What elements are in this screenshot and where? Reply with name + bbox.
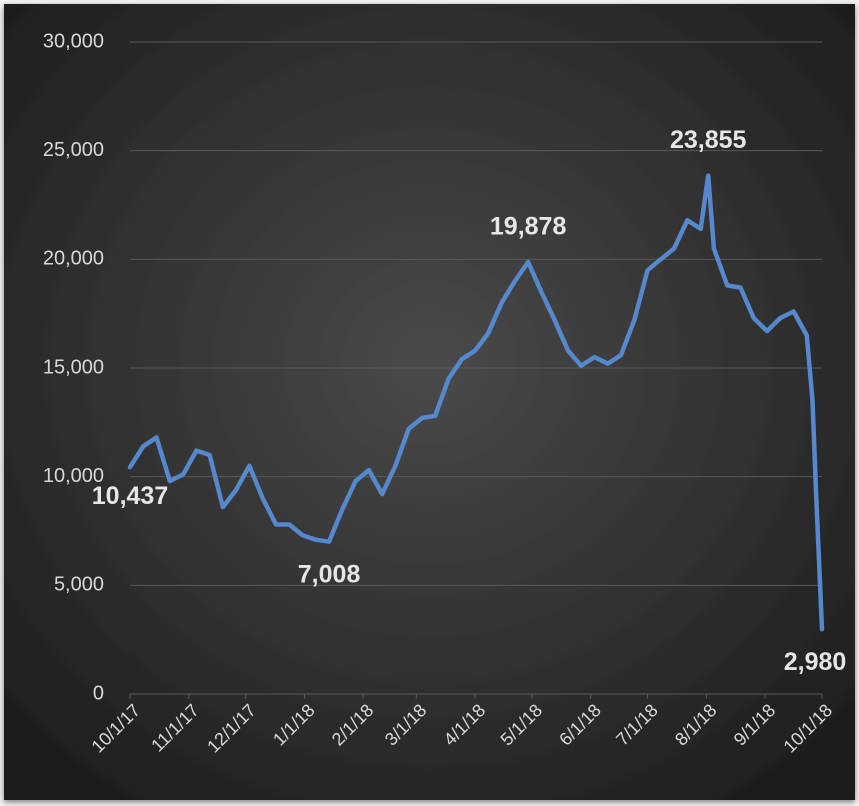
data-label: 23,855 [670, 126, 747, 154]
y-tick-label: 5,000 [54, 574, 104, 596]
y-tick-label: 10,000 [43, 465, 104, 487]
y-tick-label: 30,000 [43, 30, 104, 52]
chart-background [4, 4, 855, 800]
y-tick-label: 25,000 [43, 139, 104, 161]
y-tick-label: 20,000 [43, 248, 104, 270]
data-label: 2,980 [784, 648, 847, 676]
data-label: 7,008 [298, 560, 361, 588]
y-tick-label: 0 [93, 682, 104, 704]
line-series [127, 173, 825, 632]
data-label: 19,878 [490, 213, 567, 241]
data-label: 10,437 [92, 482, 168, 510]
y-tick-label: 15,000 [43, 356, 104, 378]
